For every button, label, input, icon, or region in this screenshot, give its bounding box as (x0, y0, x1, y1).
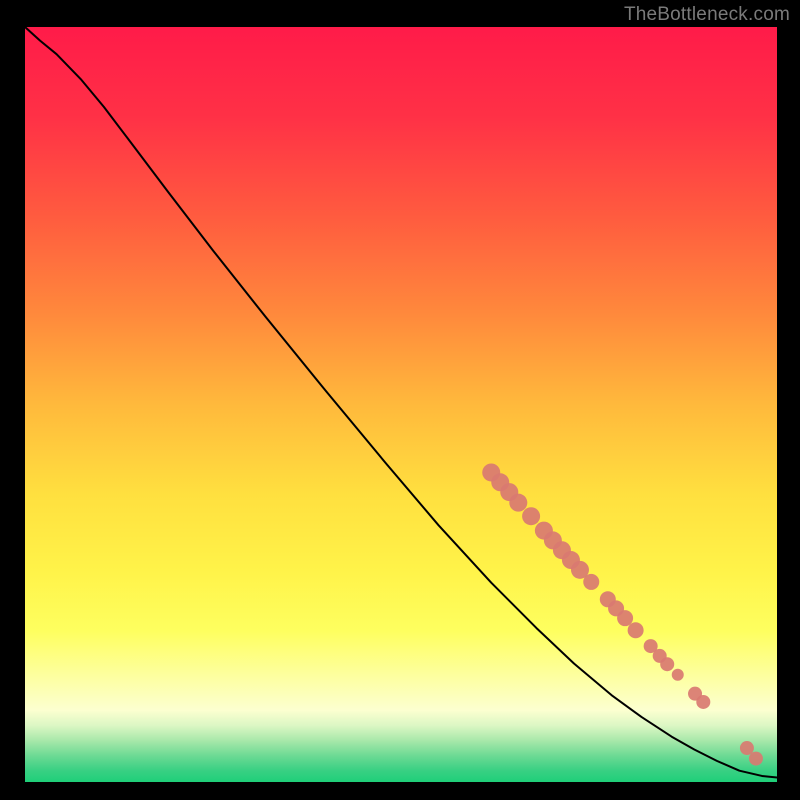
watermark-text: TheBottleneck.com (624, 4, 790, 26)
data-marker (696, 695, 710, 709)
chart-svg (25, 27, 777, 782)
data-marker (617, 610, 633, 626)
data-marker (672, 669, 684, 681)
data-marker (740, 741, 754, 755)
data-marker (583, 574, 599, 590)
data-marker (522, 507, 540, 525)
data-marker (749, 752, 763, 766)
data-marker (509, 494, 527, 512)
data-marker (660, 657, 674, 671)
chart-stage: TheBottleneck.com (0, 0, 800, 800)
data-marker (628, 622, 644, 638)
plot-area (25, 27, 777, 782)
